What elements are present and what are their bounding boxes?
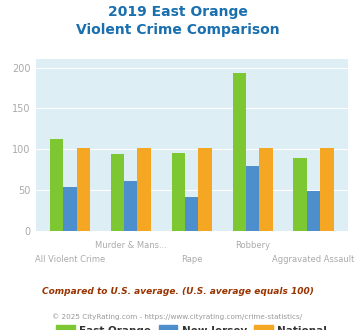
Text: 2019 East Orange: 2019 East Orange [108, 5, 247, 19]
Bar [111, 154, 124, 231]
Bar [77, 148, 90, 231]
Bar [260, 148, 273, 231]
Bar [246, 166, 260, 231]
Text: Murder & Mans...: Murder & Mans... [95, 241, 167, 250]
Bar [63, 187, 77, 231]
Text: Aggravated Assault: Aggravated Assault [272, 255, 355, 264]
Bar [50, 139, 63, 231]
Bar [233, 73, 246, 231]
Text: Violent Crime Comparison: Violent Crime Comparison [76, 23, 279, 37]
Bar [171, 153, 185, 231]
Bar [124, 181, 137, 231]
Text: Compared to U.S. average. (U.S. average equals 100): Compared to U.S. average. (U.S. average … [42, 287, 313, 296]
Text: All Violent Crime: All Violent Crime [35, 255, 105, 264]
Bar [137, 148, 151, 231]
Bar [307, 191, 320, 231]
Legend: East Orange, New Jersey, National: East Orange, New Jersey, National [56, 325, 327, 330]
Text: © 2025 CityRating.com - https://www.cityrating.com/crime-statistics/: © 2025 CityRating.com - https://www.city… [53, 314, 302, 320]
Bar [320, 148, 334, 231]
Bar [198, 148, 212, 231]
Text: Robbery: Robbery [235, 241, 270, 250]
Bar [294, 158, 307, 231]
Bar [185, 197, 198, 231]
Text: Rape: Rape [181, 255, 202, 264]
